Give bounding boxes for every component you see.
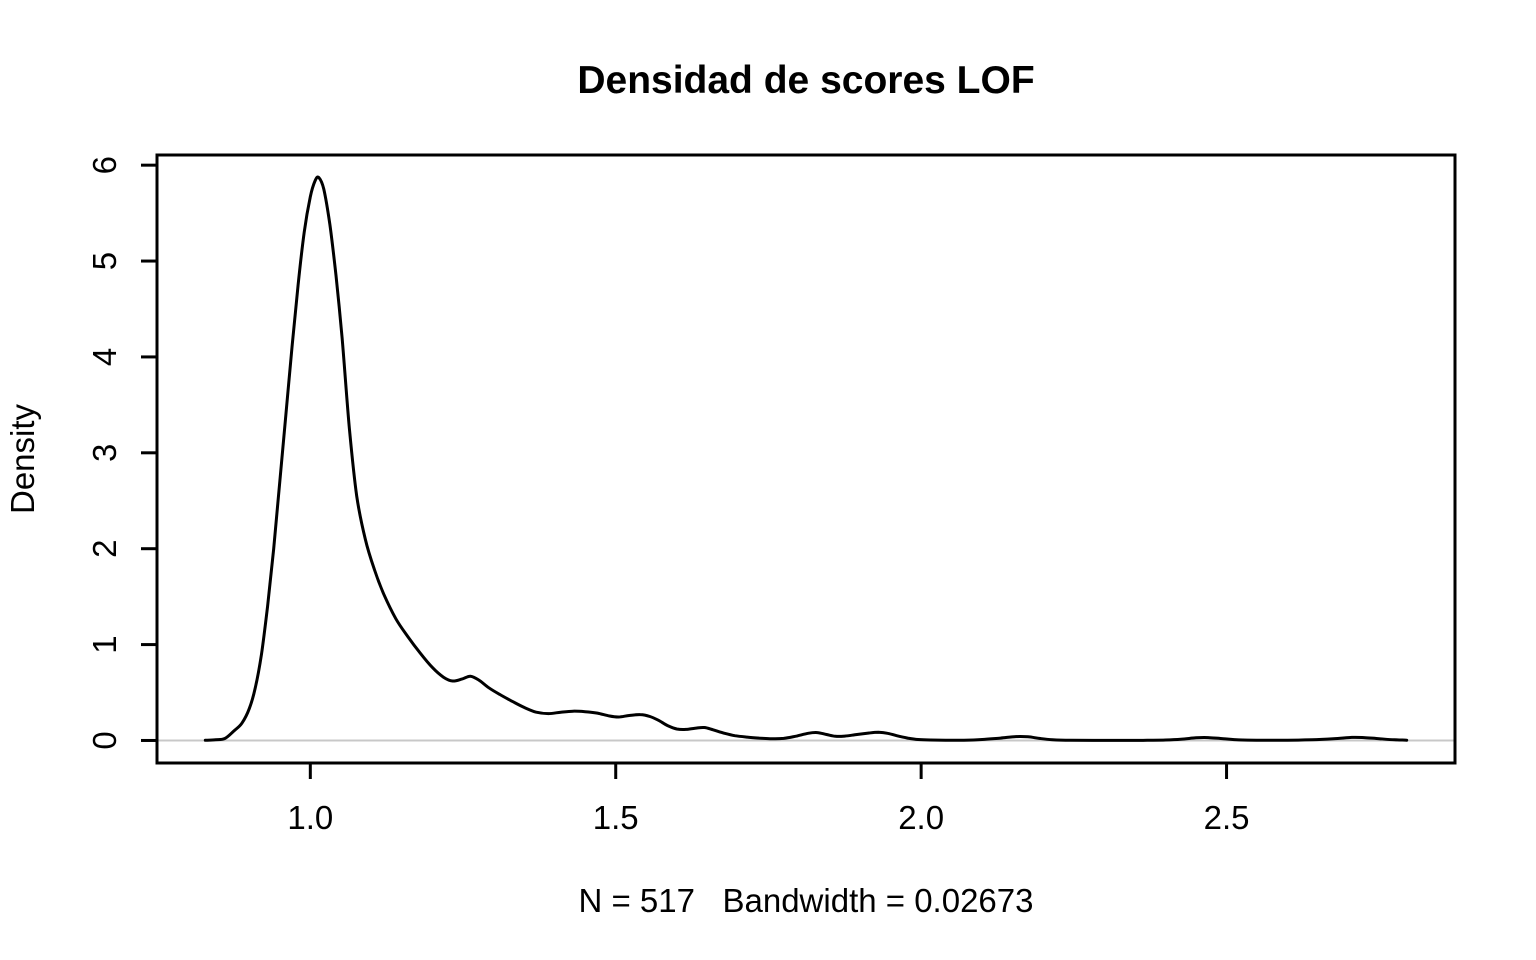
chart-title: Densidad de scores LOF <box>577 59 1034 102</box>
y-tick-label: 2 <box>86 540 123 558</box>
y-tick-label: 4 <box>86 348 123 366</box>
y-tick-label: 1 <box>86 635 123 653</box>
y-tick-label: 3 <box>86 444 123 462</box>
x-tick-label: 2.0 <box>898 799 944 836</box>
x-tick-label: 1.0 <box>287 799 333 836</box>
y-axis-ticks: 0 1 2 3 4 5 6 <box>86 156 157 750</box>
y-axis-label: Density <box>4 403 41 514</box>
y-tick-label: 0 <box>86 731 123 749</box>
x-tick-label: 2.5 <box>1204 799 1250 836</box>
plot-box <box>155 153 1457 765</box>
y-tick-label: 6 <box>86 156 123 174</box>
x-tick-label: 1.5 <box>593 799 639 836</box>
x-axis-ticks: 1.0 1.5 2.0 2.5 <box>287 763 1249 836</box>
density-curve <box>203 175 1409 742</box>
x-axis-label: N = 517 Bandwidth = 0.02673 <box>578 882 1033 919</box>
y-tick-label: 5 <box>86 252 123 270</box>
